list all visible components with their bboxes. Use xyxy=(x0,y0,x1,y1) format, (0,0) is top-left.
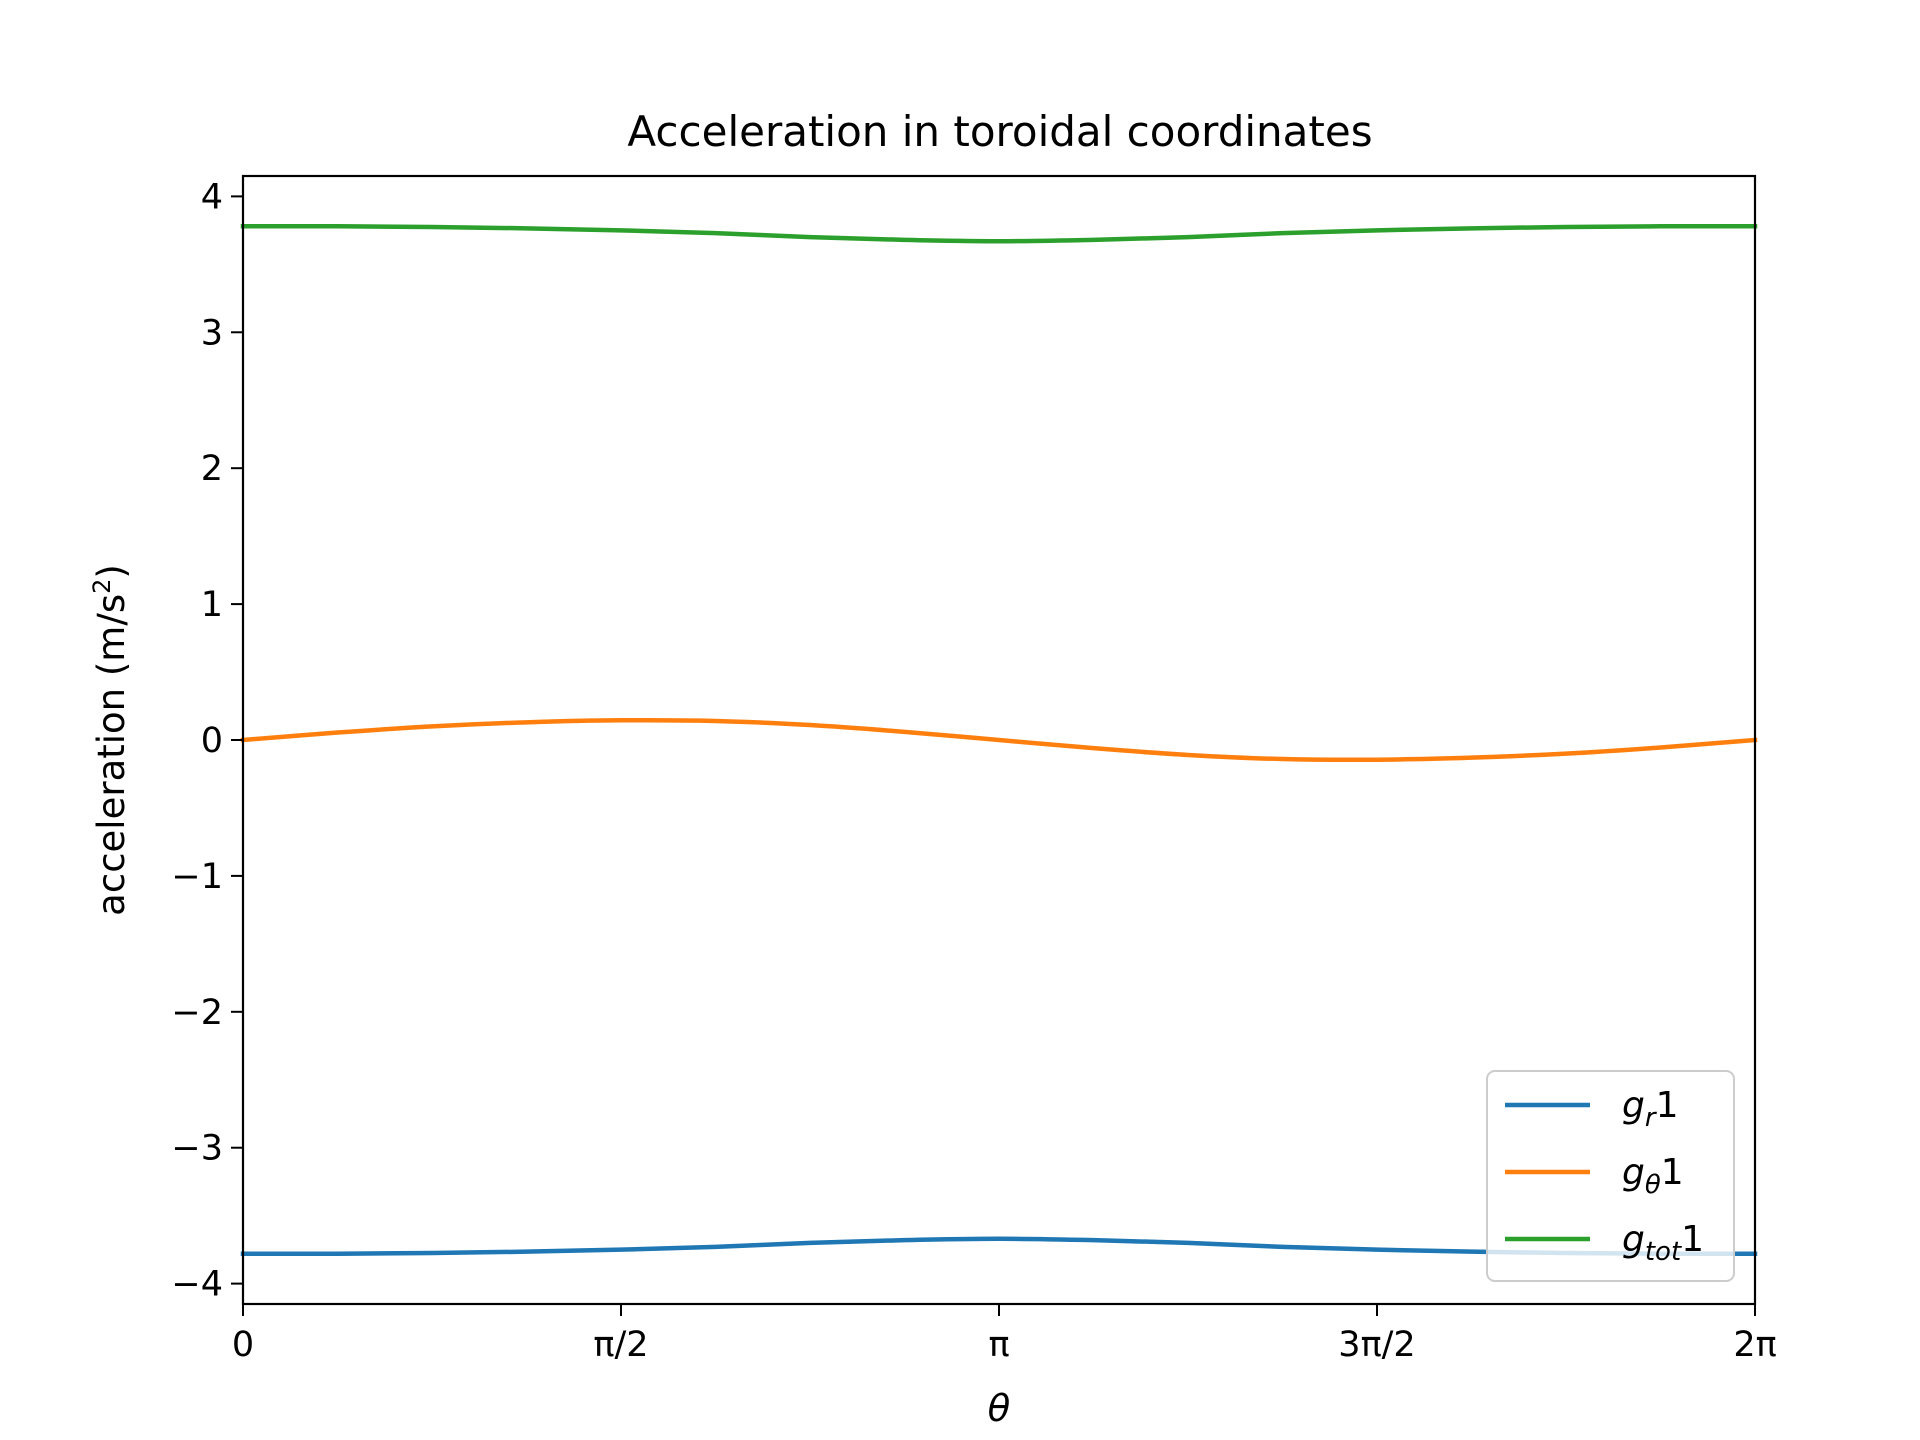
y-tick-label: −1 xyxy=(171,857,223,897)
y-tick-label: −3 xyxy=(171,1129,223,1169)
legend-label-θ: gθ1 xyxy=(1622,1152,1684,1200)
x-axis-ticks: 0 π/2 π 3π/2 2π xyxy=(232,1304,1777,1365)
x-axis-label: θ xyxy=(988,1387,1011,1430)
y-axis-label-main: acceleration (m/s xyxy=(90,594,133,916)
legend: gr1 gθ1 gtot1 xyxy=(1486,1070,1735,1282)
y-tick-label: 1 xyxy=(201,585,223,625)
y-axis-label-close: ) xyxy=(90,564,133,578)
legend-label-tot: gtot1 xyxy=(1622,1219,1704,1267)
legend-box xyxy=(1486,1070,1735,1282)
y-tick-label: −2 xyxy=(171,993,223,1033)
series-line-tot xyxy=(240,223,1758,244)
x-tick-label: 2π xyxy=(1733,1325,1776,1365)
x-tick-label: π/2 xyxy=(593,1325,648,1365)
y-axis-ticks: 4 3 2 1 0 −1 −2 −3 −4 xyxy=(171,177,243,1305)
y-axis-label: acceleration (m/s2) xyxy=(88,564,133,916)
y-tick-label: −4 xyxy=(171,1265,223,1305)
y-tick-label: 4 xyxy=(201,177,223,217)
series-line-θ xyxy=(240,717,1758,763)
x-tick-label: π xyxy=(988,1325,1009,1365)
legend-label-r: gr1 xyxy=(1622,1085,1678,1133)
y-tick-label: 0 xyxy=(201,721,223,761)
y-tick-label: 2 xyxy=(201,449,223,489)
x-tick-label: 0 xyxy=(232,1325,254,1365)
y-tick-label: 3 xyxy=(201,313,223,353)
x-tick-label: 3π/2 xyxy=(1338,1325,1415,1365)
y-axis-label-superscript: 2 xyxy=(88,579,116,594)
chart-title: Acceleration in toroidal coordinates xyxy=(627,107,1372,156)
